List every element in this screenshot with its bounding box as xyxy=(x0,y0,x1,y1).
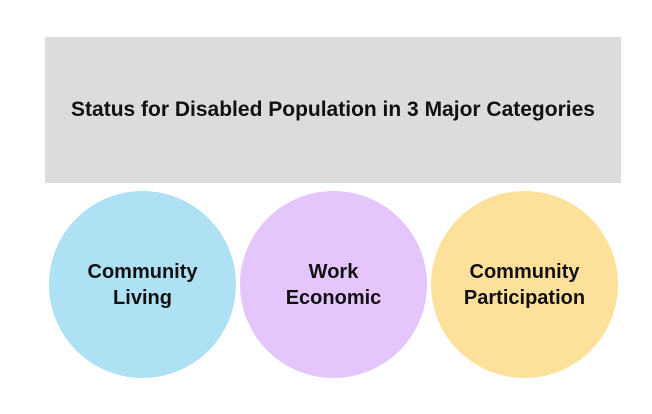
category-circle-community-participation: Community Participation xyxy=(431,191,618,378)
category-label-line-2: Economic xyxy=(285,286,382,309)
diagram-title: Status for Disabled Population in 3 Majo… xyxy=(71,98,595,121)
category-circle-work-economic: Work Economic xyxy=(240,191,427,378)
category-label-line-1: Community xyxy=(87,260,198,283)
category-label-line-2: Participation xyxy=(463,286,586,309)
category-circle-community-living: Community Living xyxy=(49,191,236,378)
category-label-line-1: Community xyxy=(469,260,580,283)
category-label-line-1: Work xyxy=(308,260,359,283)
category-label-line-2: Living xyxy=(113,286,172,309)
title-banner: Status for Disabled Population in 3 Majo… xyxy=(45,37,621,183)
